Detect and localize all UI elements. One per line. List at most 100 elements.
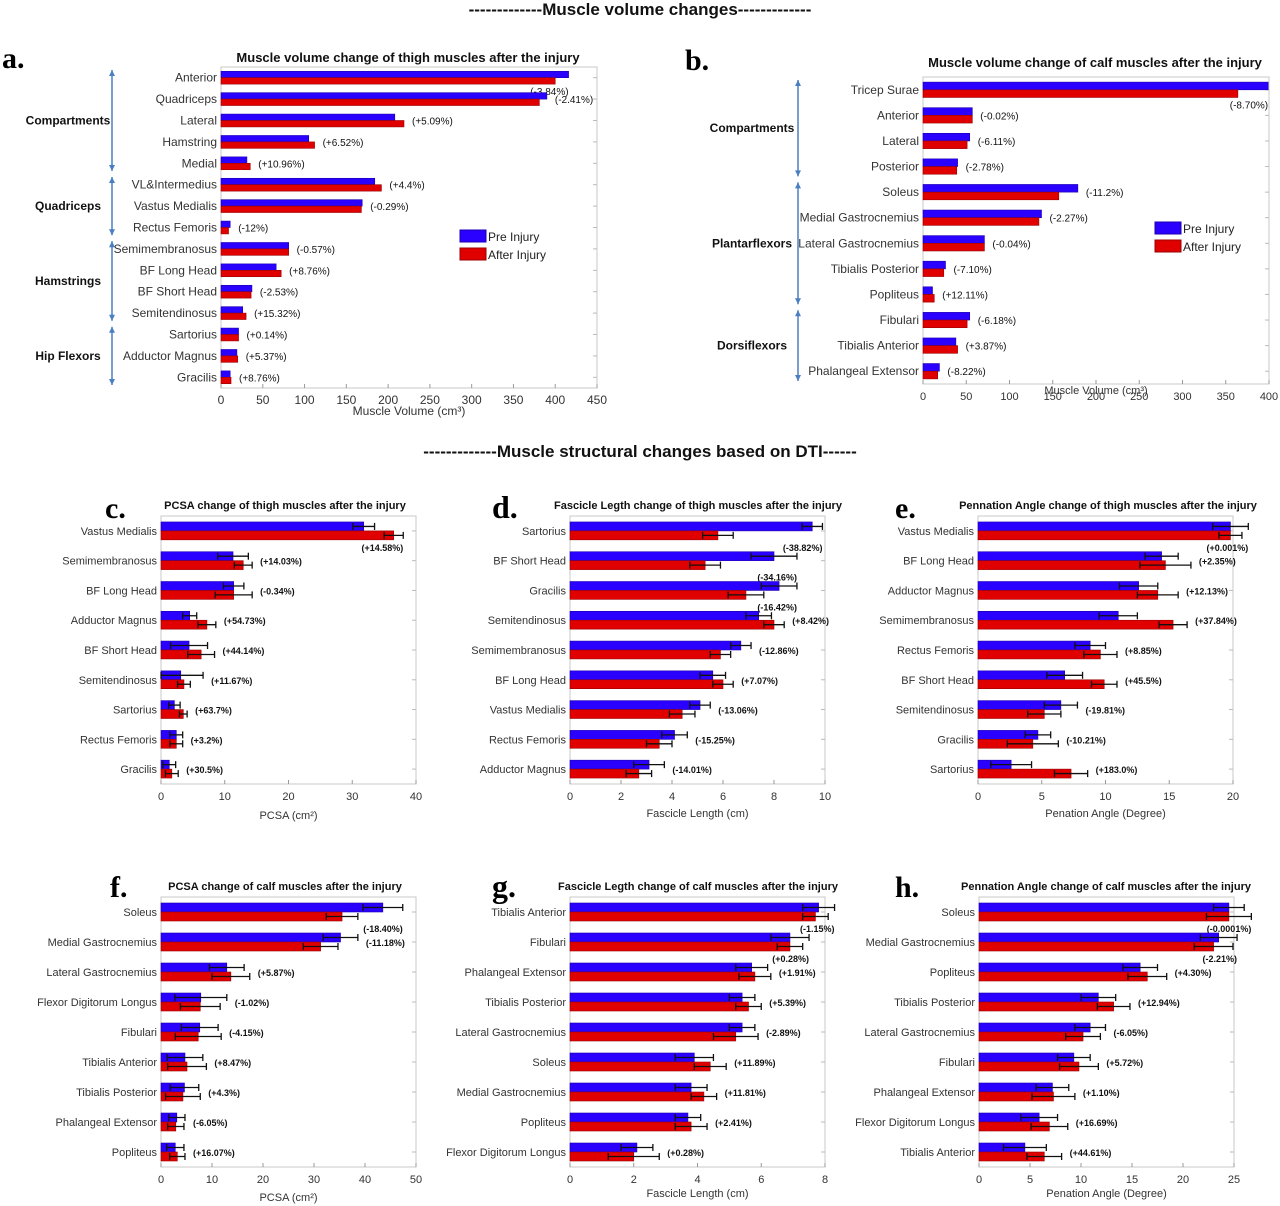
category-label: Popliteus	[112, 1147, 158, 1159]
category-label: Lateral Gastrocnemius	[864, 1027, 975, 1039]
category-label: Vastus Medialis	[898, 526, 975, 538]
bar-post-injury	[569, 619, 775, 630]
category-label: Soleus	[532, 1057, 566, 1069]
category-label: Lateral Gastrocnemius	[46, 967, 157, 979]
bar-pre-injury	[922, 312, 971, 321]
category-label: Lateral	[180, 114, 217, 128]
group-label: Dorsiflexors	[717, 339, 787, 353]
percent-change-label: (+8.76%)	[239, 373, 280, 384]
x-tick-label: 20	[1177, 1174, 1189, 1186]
bar-pre-injury	[220, 327, 239, 335]
category-label: Medial Gastrocnemius	[457, 1087, 567, 1099]
percent-change-label: (+183.0%)	[1096, 765, 1138, 775]
category-label: Flexor Digitorum Longus	[446, 1147, 566, 1159]
x-tick-label: 6	[758, 1174, 764, 1186]
percent-change-label: (+5.09%)	[412, 117, 453, 128]
x-tick-label: 350	[503, 393, 523, 407]
category-label: Phalangeal Extensor	[873, 1087, 975, 1099]
bar-post-injury	[569, 971, 756, 982]
arrow-up-icon	[795, 182, 801, 189]
category-label: Tibialis Posterior	[76, 1087, 157, 1099]
category-label: Fibulari	[530, 937, 566, 949]
category-label: Semimembranosus	[471, 645, 566, 657]
bar-post-injury	[569, 649, 721, 660]
percent-change-label: (+8.42%)	[792, 616, 829, 626]
bar-pre-injury	[922, 235, 985, 244]
percent-change-label: (+30.5%)	[186, 765, 223, 775]
x-tick-label: 10	[1075, 1174, 1087, 1186]
chart-title: Muscle volume change of calf muscles aft…	[928, 55, 1263, 70]
percent-change-label: (+4.4%)	[389, 181, 424, 192]
bar-post-injury	[922, 345, 958, 354]
percent-change-label: (-34.16%)	[757, 573, 797, 583]
category-label: Flexor Digitorum Longus	[855, 1117, 975, 1129]
bar-pre-injury	[220, 370, 231, 378]
percent-change-label: (+8.76%)	[289, 266, 330, 277]
percent-change-label: (-0.57%)	[297, 245, 335, 256]
arrow-down-icon	[109, 379, 115, 385]
bar-pre-injury	[922, 107, 973, 116]
arrow-up-icon	[109, 70, 115, 76]
category-label: Fibulari	[939, 1057, 975, 1069]
percent-change-label: (-11.18%)	[366, 938, 405, 948]
bar-post-injury	[220, 248, 289, 256]
x-tick-label: 20	[257, 1174, 269, 1186]
bar-post-injury	[569, 1091, 705, 1102]
category-label: Tricep Surae	[851, 83, 920, 97]
x-axis-label: Penation Angle (Degree)	[1046, 1188, 1166, 1200]
chart-title: Pennation Angle change of calf muscles a…	[961, 881, 1252, 893]
category-label: Rectus Femoris	[489, 734, 567, 746]
percent-change-label: (+0.001%)	[1207, 543, 1249, 553]
percent-change-label: (-2.89%)	[766, 1028, 801, 1038]
percent-change-label: (-2.78%)	[966, 163, 1004, 174]
x-tick-label: 0	[567, 1174, 573, 1186]
category-label: BF Short Head	[138, 285, 217, 299]
bar-post-injury	[220, 120, 405, 128]
category-label: Flexor Digitorum Longus	[37, 997, 157, 1009]
chart-title: Pennation Angle change of thigh muscles …	[959, 500, 1258, 512]
percent-change-label: (-19.81%)	[1085, 706, 1125, 716]
bar-pre-injury	[922, 184, 1079, 193]
bar-pre-injury	[569, 730, 675, 740]
percent-change-label: (+44.61%)	[1070, 1148, 1112, 1158]
arrow-down-icon	[109, 165, 115, 171]
percent-change-label: (+14.58%)	[361, 543, 403, 553]
percent-change-label: (-1.02%)	[235, 998, 270, 1008]
x-axis-label: PCSA (cm²)	[259, 810, 317, 822]
category-label: BF Long Head	[140, 263, 217, 277]
bar-post-injury	[220, 312, 247, 320]
bar-pre-injury	[220, 177, 376, 185]
x-tick-label: 200	[1087, 391, 1105, 403]
chart-panel-a: a. Muscle volume change of thigh muscles …	[2, 42, 607, 418]
percent-change-label: (-0.04%)	[992, 239, 1030, 250]
bar-post-injury	[922, 191, 1060, 201]
category-label: Phalangeal Extensor	[808, 364, 919, 378]
arrow-down-icon	[795, 170, 801, 177]
percent-change-label: (-14.01%)	[672, 765, 712, 775]
category-label: Gracilis	[937, 734, 974, 746]
percent-change-label: (-12%)	[238, 224, 268, 235]
category-label: BF Long Head	[903, 556, 974, 568]
legend-label-pre: Pre Injury	[488, 230, 539, 244]
arrow-up-icon	[109, 326, 115, 333]
percent-change-label: (+16.69%)	[1076, 1118, 1118, 1128]
category-label: Lateral Gastrocnemius	[455, 1027, 566, 1039]
arrow-down-icon	[795, 375, 801, 381]
category-label: Phalangeal Extensor	[464, 967, 566, 979]
x-tick-label: 0	[218, 393, 225, 407]
x-tick-label: 50	[256, 393, 270, 407]
bar-post-injury	[922, 217, 1040, 226]
category-label: Semitendinosus	[488, 615, 567, 627]
percent-change-label: (+37.84%)	[1195, 616, 1237, 626]
panel-letter: e.	[895, 492, 916, 525]
percent-change-label: (-6.05%)	[1113, 1028, 1148, 1038]
category-label: Rectus Femoris	[133, 221, 217, 235]
x-tick-label: 5	[1039, 791, 1045, 803]
x-tick-label: 400	[545, 393, 565, 407]
x-tick-label: 100	[295, 393, 315, 407]
bar-pre-injury	[569, 1112, 689, 1123]
arrow-up-icon	[795, 310, 801, 317]
x-tick-label: 4	[669, 791, 675, 803]
chart-panel-e: e. Pennation Angle change of thigh muscle…	[879, 492, 1258, 820]
category-label: Tibialis Posterior	[485, 997, 566, 1009]
